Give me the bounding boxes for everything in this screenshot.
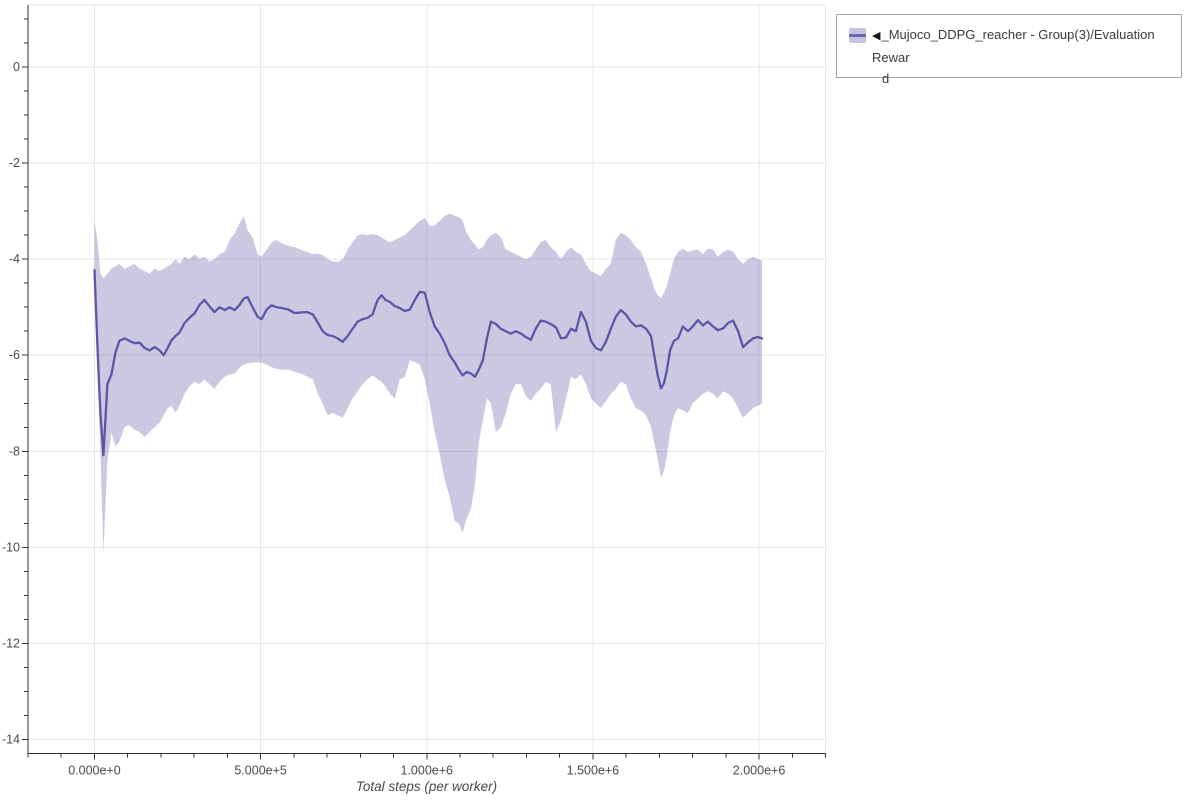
legend-line-swatch-icon [849, 34, 866, 37]
y-tick-label: -8 [9, 444, 20, 458]
x-axis-title: Total steps (per worker) [355, 779, 498, 794]
x-tick-label: 0.000e+0 [68, 764, 121, 778]
legend-label-line1: _Mujoco_DDPG_reacher - Group(3)/Evaluati… [872, 27, 1155, 65]
y-tick-label: -4 [9, 252, 20, 266]
y-tick-label: -12 [2, 636, 20, 650]
x-tick-label: 1.000e+6 [401, 764, 454, 778]
legend-label: ◀_Mujoco_DDPG_reacher - Group(3)/Evaluat… [872, 24, 1171, 89]
y-tick-label: -2 [9, 156, 20, 170]
y-tick-label: -10 [2, 540, 20, 554]
legend-item[interactable]: ◀_Mujoco_DDPG_reacher - Group(3)/Evaluat… [837, 15, 1181, 89]
legend: ◀_Mujoco_DDPG_reacher - Group(3)/Evaluat… [836, 14, 1182, 86]
x-tick-label: 5.000e+5 [234, 764, 287, 778]
legend-collapse-icon[interactable]: ◀ [872, 30, 881, 42]
confidence-band [94, 213, 762, 553]
y-tick-label: -6 [9, 348, 20, 362]
legend-label-line2: d [882, 71, 890, 86]
x-tick-label: 1.500e+6 [567, 764, 620, 778]
y-tick-label: 0 [13, 60, 20, 74]
legend-band-swatch-icon [849, 28, 866, 43]
mean-line [93, 269, 764, 457]
x-tick-label: 2.000e+6 [733, 764, 786, 778]
y-tick-label: -14 [2, 733, 20, 747]
